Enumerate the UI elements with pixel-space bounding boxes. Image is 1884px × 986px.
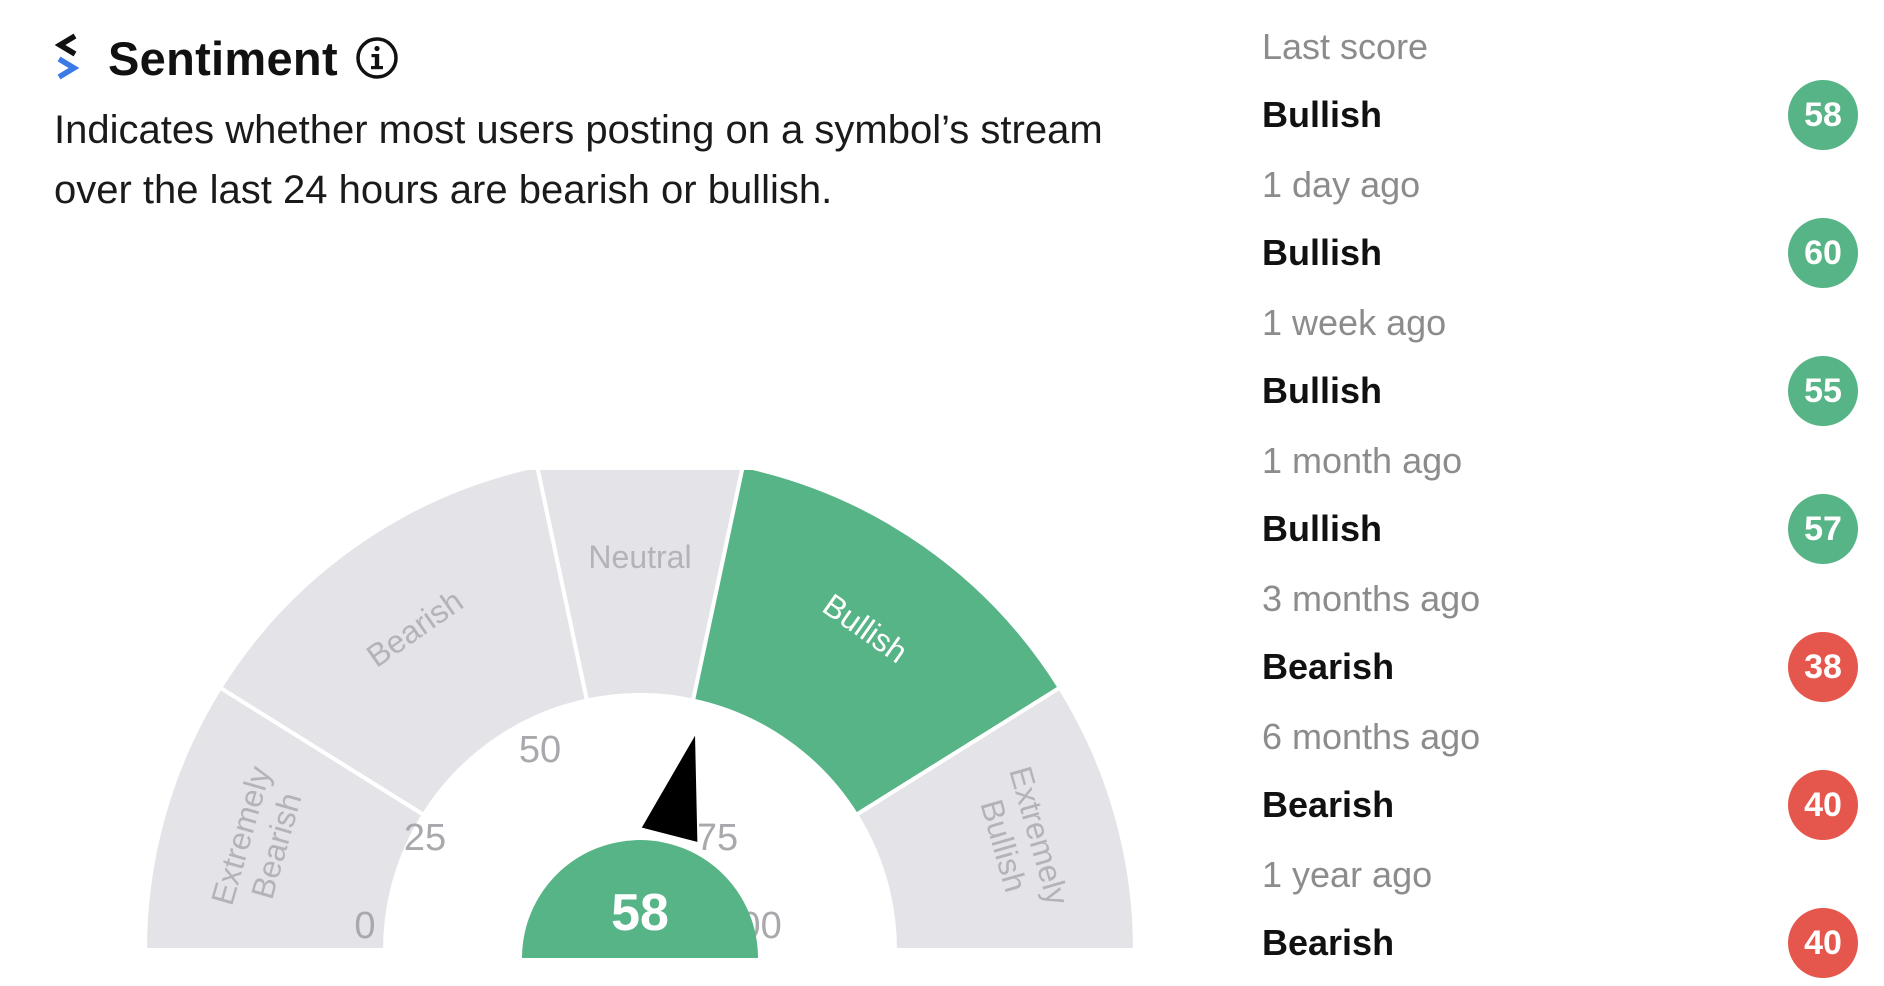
- gauge-segment-bullish: [690, 470, 1063, 818]
- gauge-tick-25: 25: [404, 817, 446, 859]
- history-row: 1 month ago Bullish 57: [1262, 434, 1858, 572]
- score-badge: 38: [1788, 632, 1858, 702]
- gauge-value-label: 58: [611, 884, 669, 942]
- gauge-tick-0: 0: [354, 905, 375, 947]
- score-badge: 40: [1788, 770, 1858, 840]
- score-badge: 40: [1788, 908, 1858, 978]
- gauge-segment-bearish: [217, 470, 590, 818]
- score-badge: 58: [1788, 80, 1858, 150]
- history-period: 1 day ago: [1262, 164, 1421, 205]
- gauge-segment-label-neutral: Neutral: [588, 539, 691, 575]
- sentiment-header: Sentiment: [54, 26, 400, 90]
- history-period: 3 months ago: [1262, 578, 1481, 619]
- history-row: 1 day ago Bullish 60: [1262, 158, 1858, 296]
- history-period: 1 month ago: [1262, 440, 1463, 481]
- gauge-tick-50: 50: [519, 729, 561, 771]
- info-circle-icon[interactable]: [354, 35, 400, 81]
- sentiment-gauge: ExtremelyBearishBearishNeutralBullishExt…: [142, 470, 1138, 958]
- description-line-2: over the last 24 hours are bearish or bu…: [54, 168, 833, 212]
- score-badge: 55: [1788, 356, 1858, 426]
- score-badge: 57: [1788, 494, 1858, 564]
- gauge-tick-75: 75: [696, 817, 738, 859]
- history-sentiment: Bearish: [1262, 784, 1395, 825]
- history-sentiment: Bullish: [1262, 508, 1383, 549]
- stocktwits-logo-icon: [54, 33, 80, 80]
- description-line-1: Indicates whether most users posting on …: [54, 108, 1103, 152]
- gauge-segment-neutral: [535, 470, 745, 703]
- needle-pointer-icon: [638, 728, 700, 845]
- history-sentiment: Bullish: [1262, 232, 1383, 273]
- sentiment-description: Indicates whether most users posting on …: [54, 100, 1254, 220]
- history-period: 6 months ago: [1262, 716, 1481, 757]
- score-badge: 60: [1788, 218, 1858, 288]
- score-history-list: Last score Bullish 58 1 day ago Bullish 60 1 w…: [1262, 20, 1858, 986]
- history-period: 1 week ago: [1262, 302, 1447, 343]
- page-title: Sentiment: [108, 31, 338, 85]
- gauge-value-hub: [522, 840, 758, 958]
- history-sentiment: Bullish: [1262, 370, 1383, 411]
- history-sentiment: Bearish: [1262, 922, 1395, 963]
- history-row: 1 week ago Bullish 55: [1262, 296, 1858, 434]
- history-period: 1 year ago: [1262, 854, 1433, 895]
- history-row: 1 year ago Bearish 40: [1262, 848, 1858, 986]
- history-sentiment: Bullish: [1262, 94, 1383, 135]
- history-row: Last score Bullish 58: [1262, 20, 1858, 158]
- history-sentiment: Bearish: [1262, 646, 1395, 687]
- history-row: 6 months ago Bearish 40: [1262, 710, 1858, 848]
- history-row: 3 months ago Bearish 38: [1262, 572, 1858, 710]
- gauge-segment-extremely-bullish: [853, 684, 1138, 952]
- history-period: Last score: [1262, 26, 1429, 67]
